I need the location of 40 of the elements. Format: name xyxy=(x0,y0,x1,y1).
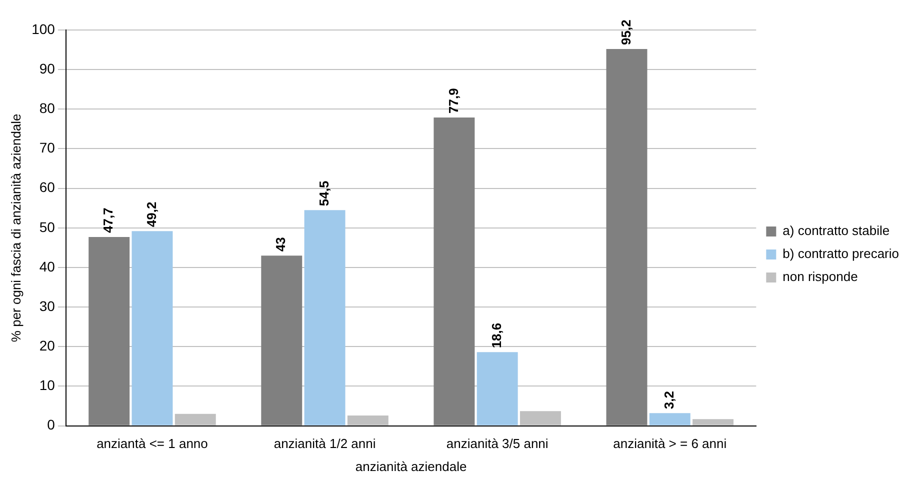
x-axis-title: anzianità aziendale xyxy=(355,458,467,474)
bar xyxy=(434,117,475,426)
bar xyxy=(88,237,130,426)
bar xyxy=(304,210,346,426)
data-label: 95,2 xyxy=(618,20,634,45)
y-tick-label: 90 xyxy=(39,60,56,76)
legend-label: non risponde xyxy=(782,269,858,284)
y-tick-label: 70 xyxy=(39,140,56,156)
x-tick-label: anzianità 1/2 anni xyxy=(274,436,376,452)
legend-label: a) contratto stabile xyxy=(782,223,890,238)
bar xyxy=(606,49,648,426)
data-label: 77,9 xyxy=(446,88,461,114)
legend-label: b) contratto precario xyxy=(782,246,900,262)
bar xyxy=(174,414,216,426)
y-tick-label: 30 xyxy=(39,298,56,314)
y-tick-label: 40 xyxy=(39,258,56,274)
bar xyxy=(261,256,302,426)
y-tick-label: 20 xyxy=(39,338,56,354)
y-tick-label: 80 xyxy=(39,100,56,116)
x-tick-label: anzianità > = 6 anni xyxy=(613,436,727,452)
y-tick-label: 60 xyxy=(39,179,56,196)
bar xyxy=(649,413,690,426)
bar xyxy=(347,416,388,426)
data-label: 18,6 xyxy=(488,322,504,348)
data-label: 47,7 xyxy=(100,208,116,234)
data-label: 49,2 xyxy=(144,202,159,228)
data-label: 54,5 xyxy=(316,180,332,206)
y-tick-label: 0 xyxy=(47,416,56,433)
bar xyxy=(520,411,561,426)
data-label: 43 xyxy=(273,237,288,252)
y-tick-label: 50 xyxy=(39,218,56,235)
bar xyxy=(132,231,173,426)
data-label: 3,2 xyxy=(661,391,676,410)
y-tick-label: 10 xyxy=(39,377,56,394)
bar xyxy=(476,352,518,426)
x-tick-label: anzianità 3/5 anni xyxy=(446,436,548,452)
x-tick-label: anziantà <= 1 anno xyxy=(96,436,208,452)
bar xyxy=(692,419,734,426)
y-tick-label: 100 xyxy=(32,20,56,37)
y-axis-title: % per ogni fascia di anzianità aziendale xyxy=(8,114,24,342)
